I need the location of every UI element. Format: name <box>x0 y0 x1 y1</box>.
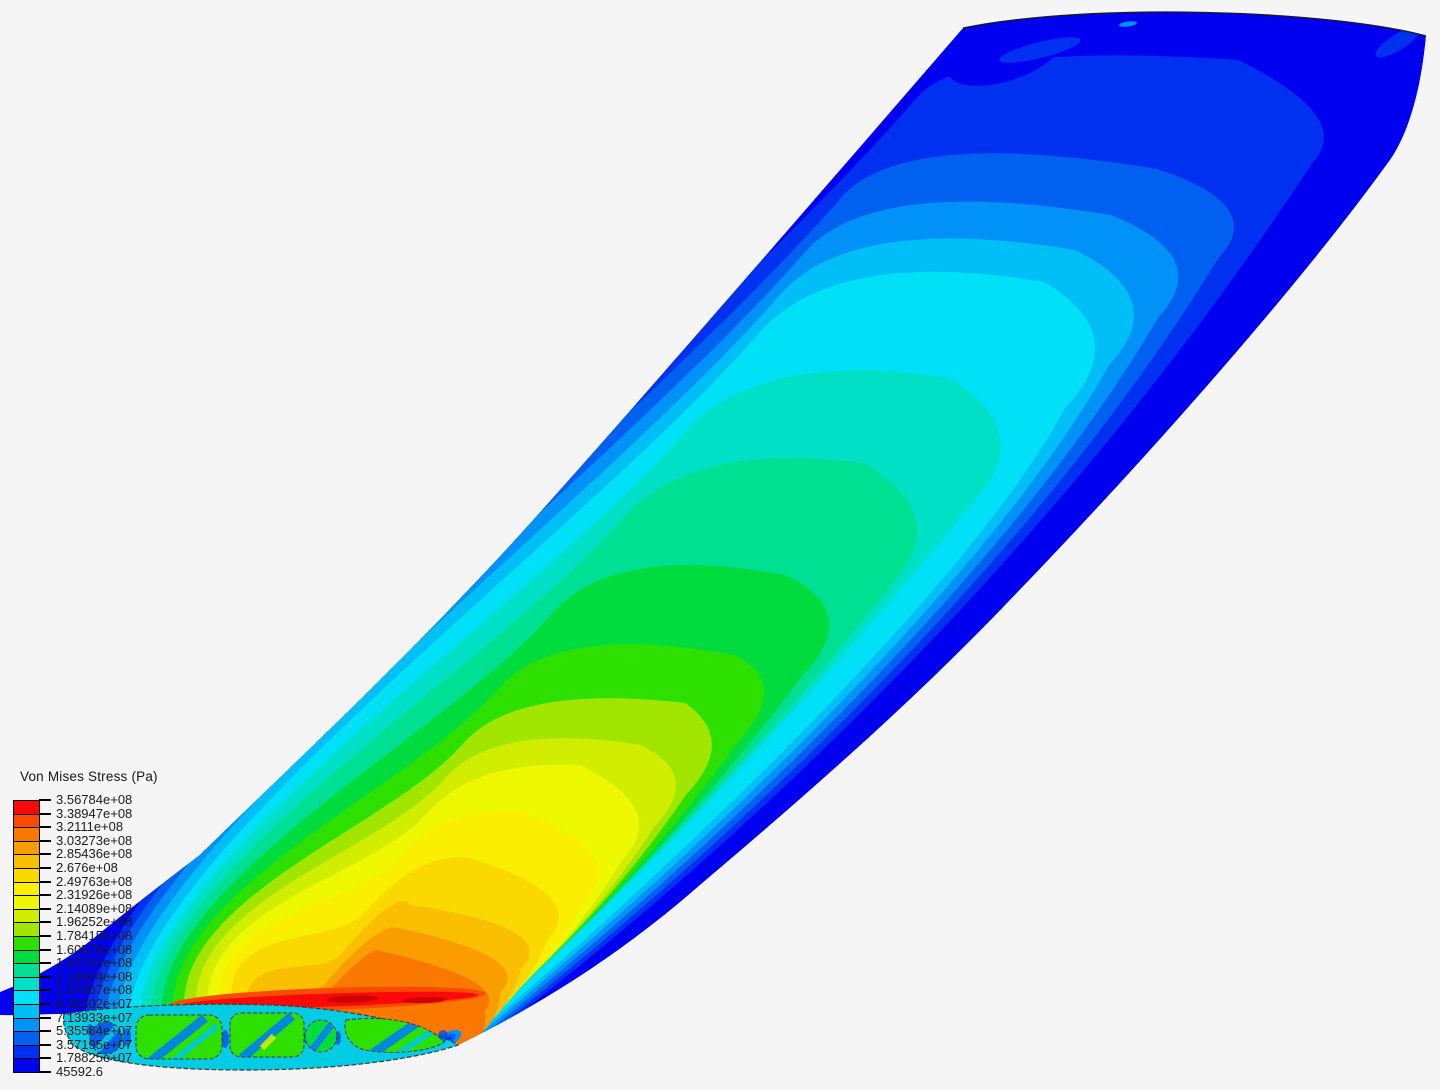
root-rib-section <box>62 1003 460 1071</box>
legend-tick-label: 3.57195e+07 <box>56 1036 133 1052</box>
legend-color-cell <box>14 896 39 910</box>
legend-tick-label: 1.96252e+08 <box>56 914 133 930</box>
legend-tick <box>39 1043 51 1046</box>
legend-color-cell <box>14 936 39 951</box>
legend-color-cell <box>14 841 39 856</box>
legend-tick <box>39 962 51 965</box>
legend-tick-label: 1.24904e+08 <box>56 968 133 984</box>
legend-color-cell <box>14 977 39 992</box>
rib-cutout <box>305 1020 337 1052</box>
legend-color-cell <box>14 801 39 815</box>
legend-tick <box>39 853 51 856</box>
legend-color-cell <box>14 909 39 924</box>
stress-band-group <box>0 12 1426 1045</box>
legend-tick-label: 3.38947e+08 <box>56 805 133 821</box>
rib-cutout <box>90 1022 122 1054</box>
legend-tick-label: 2.14089e+08 <box>56 900 133 916</box>
legend-tick-label: 2.49763e+08 <box>56 873 133 889</box>
legend-tick <box>39 1030 51 1033</box>
legend-color-cell <box>14 868 39 883</box>
legend-color-bar <box>13 800 40 1073</box>
wing-tip-edge-line <box>962 11 1427 37</box>
stress-band <box>270 950 490 1045</box>
legend-tick <box>39 839 51 842</box>
rib-web-shadow <box>221 1030 229 1048</box>
legend-tick-label: 45592.6 <box>56 1064 103 1080</box>
legend-tick-label: 2.31926e+08 <box>56 887 133 903</box>
rib-cutout-outline <box>135 1014 223 1060</box>
legend-tick <box>39 1057 51 1060</box>
legend-tick-label: 5.35564e+07 <box>56 1023 133 1039</box>
rib-cutout-outline <box>229 1012 305 1058</box>
rib-cutout-outline <box>89 1021 123 1055</box>
rib-cutout-outline <box>304 1019 338 1053</box>
rib-web-shadow <box>123 1028 131 1046</box>
legend-tick <box>39 948 51 951</box>
legend-color-cell <box>14 923 39 937</box>
legend-color-cell <box>14 882 39 897</box>
rib-cutout-outline <box>344 1017 445 1053</box>
legend-color-cell <box>14 1059 39 1072</box>
legend-tick <box>39 907 51 910</box>
stress-legend: Von Mises Stress (Pa) 3.56784e+08 3.38947… <box>0 769 220 1079</box>
legend-tick <box>39 826 51 829</box>
tip-contour-wisp <box>1375 26 1421 58</box>
legend-tick <box>39 812 51 815</box>
legend-color-cell <box>14 1004 39 1019</box>
rib-cutout <box>344 1018 444 1053</box>
legend-color-cell <box>14 1018 39 1033</box>
legend-tick-label: 7.13933e+07 <box>56 1009 133 1025</box>
legend-tick-label: 8.92302e+07 <box>56 996 133 1012</box>
legend-tick <box>39 935 51 937</box>
legend-tick <box>39 921 51 924</box>
legend-tick-label: 1.42741e+08 <box>56 955 133 971</box>
legend-tick <box>39 1071 51 1073</box>
legend-tick-label: 1.60578e+08 <box>56 941 133 957</box>
legend-tick-label: 1.78415e+08 <box>56 928 133 944</box>
tip-contour-wisp <box>1119 21 1137 27</box>
legend-tick <box>39 894 51 897</box>
legend-color-cell <box>14 964 39 978</box>
legend-color-cell <box>14 1032 39 1046</box>
legend-color-cell <box>14 950 39 965</box>
tip-contour-wisp <box>999 37 1081 63</box>
legend-tick <box>39 1003 51 1005</box>
legend-tick <box>39 799 51 801</box>
max-stress-hot-spot <box>326 995 378 1003</box>
legend-tick-label: 2.676e+08 <box>56 860 118 876</box>
legend-tick <box>39 975 51 978</box>
legend-title: Von Mises Stress (Pa) <box>20 769 158 784</box>
legend-color-cell <box>14 991 39 1005</box>
legend-scale: 3.56784e+08 3.38947e+08 3.2111e+08 3.03273e… <box>13 792 203 1090</box>
legend-tick-label: 1.07067e+08 <box>56 982 133 998</box>
legend-color-cell <box>14 828 39 842</box>
legend-tick <box>39 989 51 992</box>
legend-tick-label: 2.85436e+08 <box>56 846 133 862</box>
legend-color-cell <box>14 1045 39 1060</box>
legend-color-cell <box>14 855 39 869</box>
legend-tick <box>39 867 51 869</box>
legend-tick <box>39 880 51 883</box>
legend-tick-label: 1.78825e+07 <box>56 1050 133 1066</box>
rib-cutout <box>230 1013 304 1057</box>
max-stress-hot-spot <box>402 996 446 1004</box>
legend-tick <box>39 1016 51 1019</box>
legend-tick-label: 3.56784e+08 <box>56 792 133 808</box>
rib-cutout <box>136 1015 222 1059</box>
legend-color-cell <box>14 814 39 829</box>
legend-tick-label: 3.2111e+08 <box>56 819 124 835</box>
legend-tick-label: 3.03273e+08 <box>56 832 133 848</box>
